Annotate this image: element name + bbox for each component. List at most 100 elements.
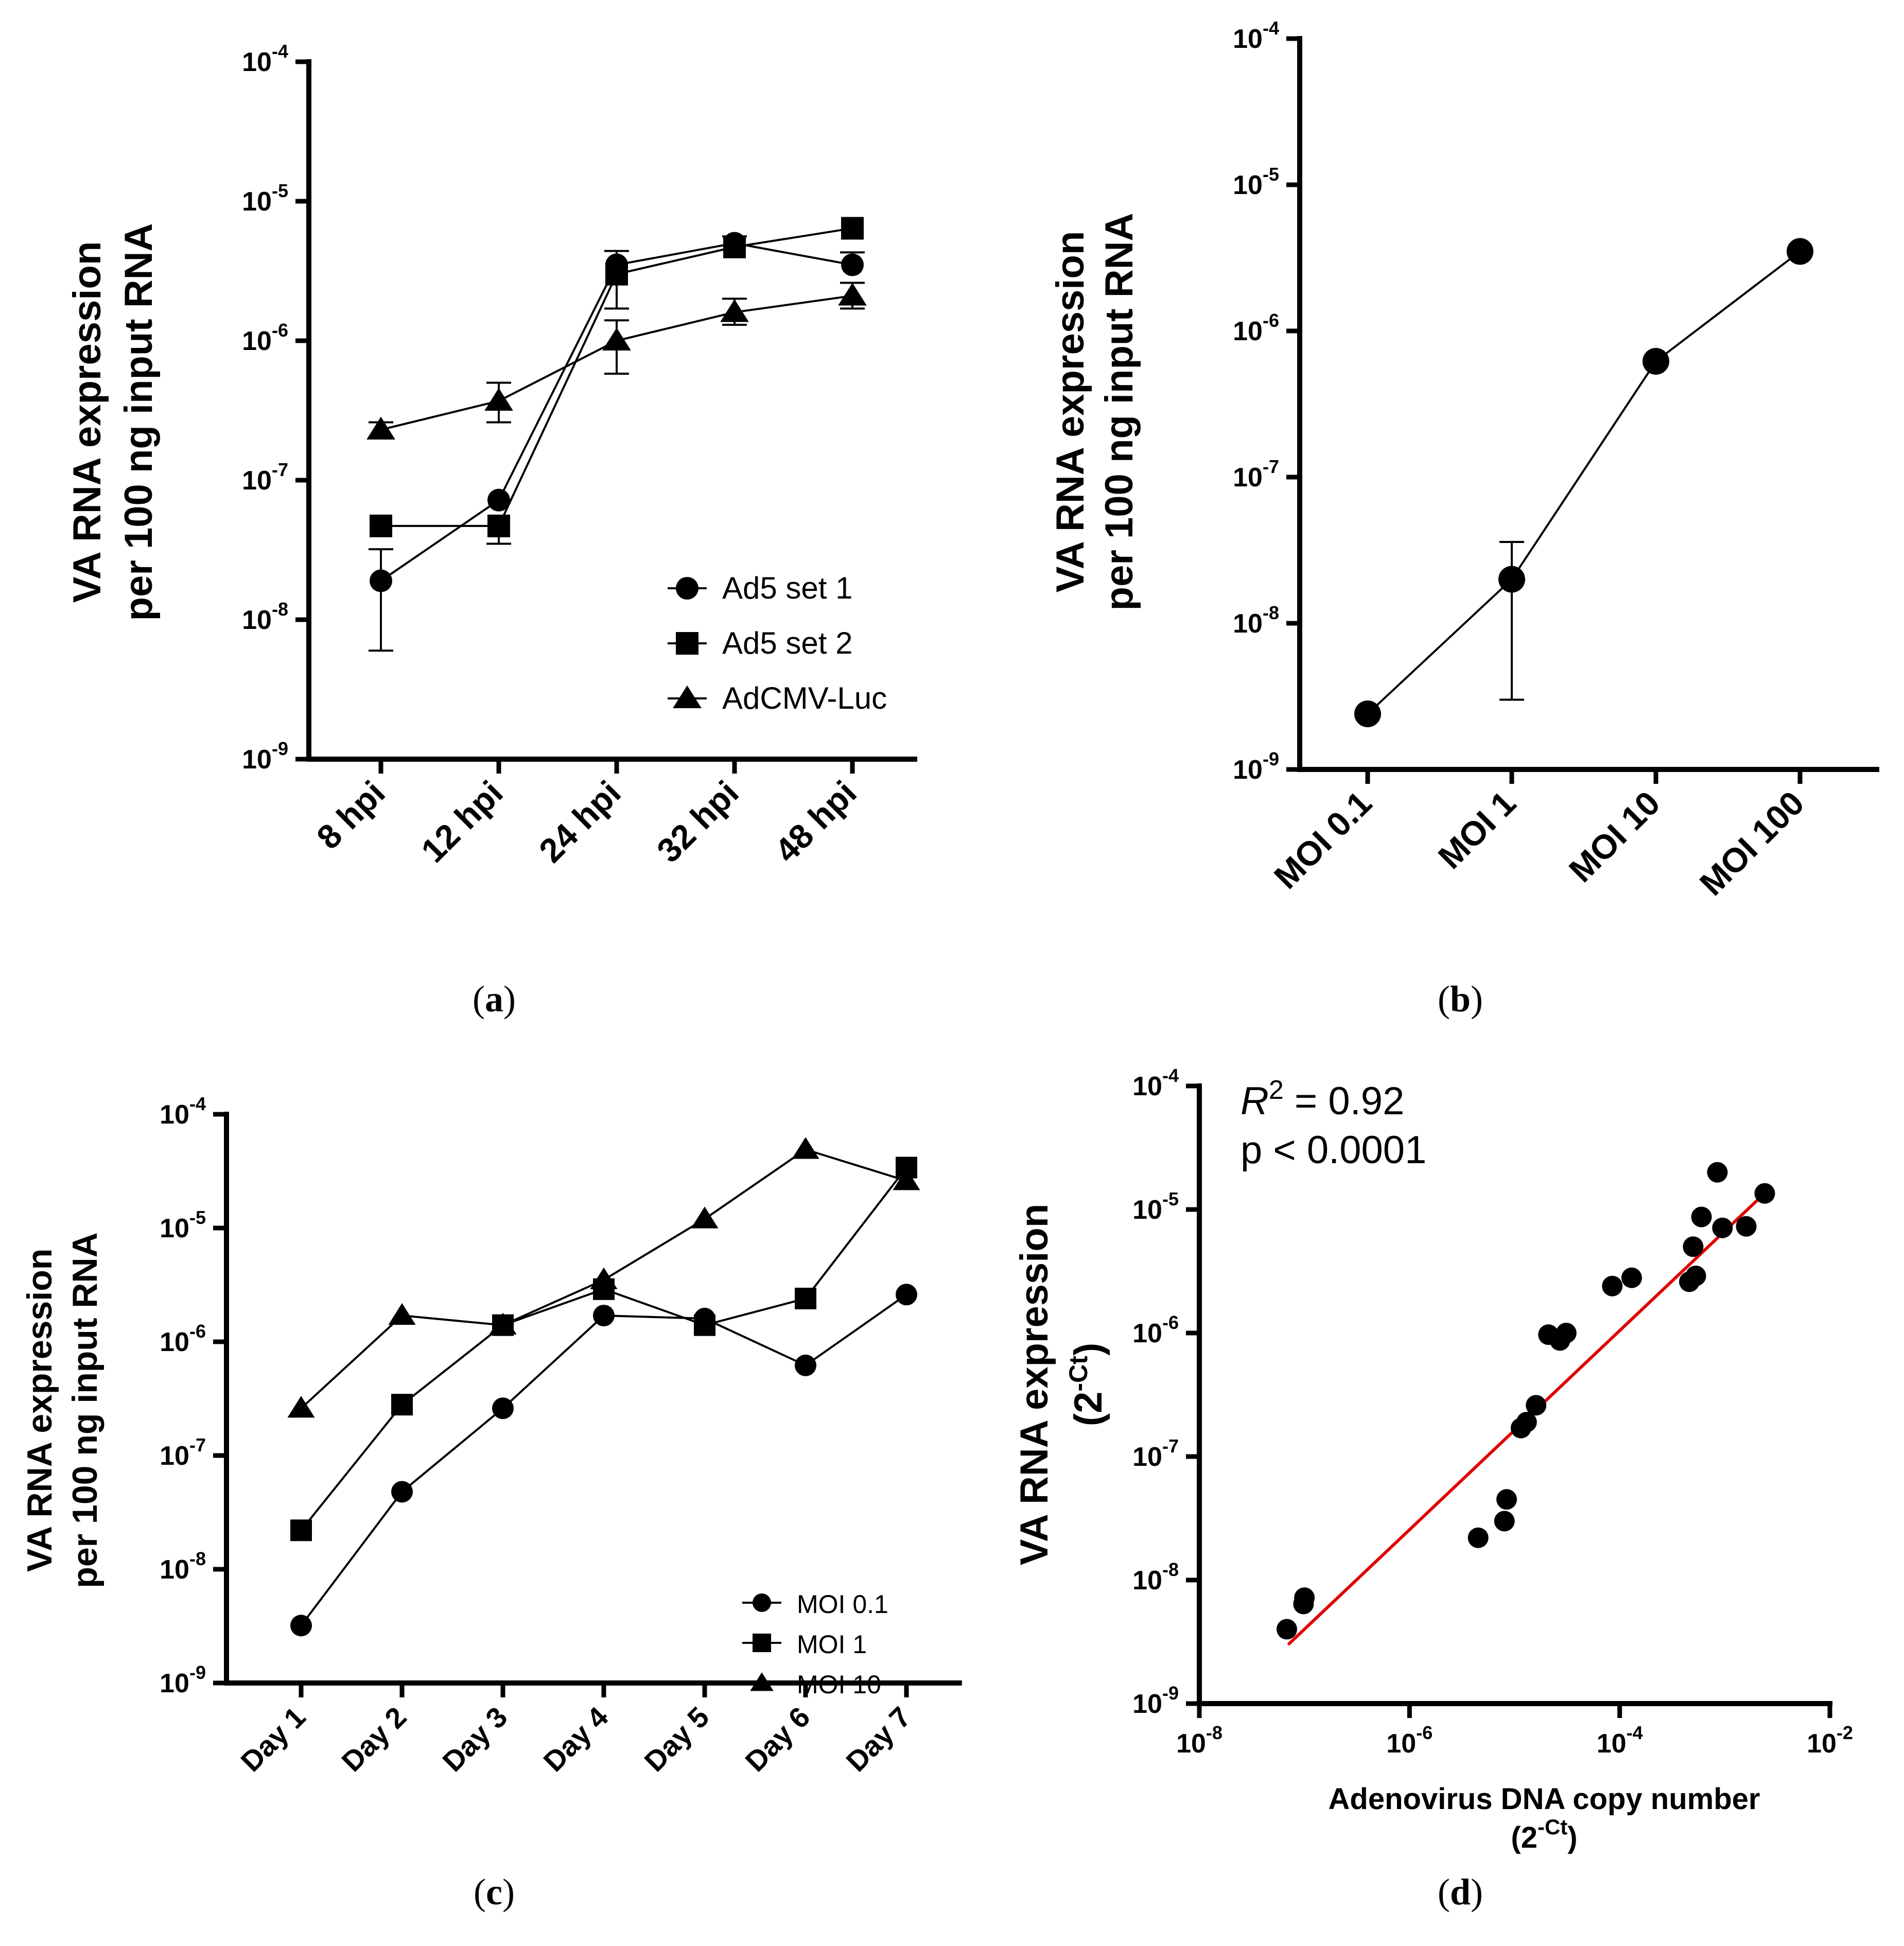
data-point-triangle (602, 327, 631, 350)
data-point-square (487, 514, 510, 537)
panel-d-ylabel-open: (2 (1067, 1392, 1110, 1427)
x-tick-label: 10-4 (1597, 1722, 1643, 1759)
legend-label: MOI 0.1 (797, 1590, 888, 1619)
y-tick-label: 10-4 (1233, 17, 1279, 54)
y-tick-label-exp: -6 (272, 320, 288, 341)
data-point-square (391, 1394, 413, 1416)
series-moi-10 (287, 1137, 920, 1418)
panel-c-ylabel-line2: per 100 ng input RNA (65, 1232, 104, 1588)
y-tick-label-exp: -8 (189, 1548, 206, 1569)
y-tick-label-exp: -7 (1162, 1435, 1179, 1457)
data-point-square (841, 217, 864, 240)
panel-a-label: (a) (473, 978, 516, 1020)
panel-d-chart: VA RNA expression (2-Ct) 10-910-810-710-… (1012, 1065, 1853, 1913)
y-tick-label-base: 10 (160, 1669, 189, 1698)
y-tick-label-base: 10 (1233, 317, 1263, 346)
scatter-point (1556, 1323, 1577, 1343)
series-moi-1 (290, 1156, 917, 1541)
x-tick-label: 24 hpi (532, 774, 628, 870)
data-point-circle (593, 1305, 615, 1327)
panel-d-ylabel-close: ) (1067, 1343, 1110, 1356)
series-moi-0-1 (290, 1284, 917, 1637)
y-tick-label: 10-9 (160, 1662, 206, 1698)
y-tick-label-exp: -7 (189, 1434, 206, 1456)
panel-d-ylabel-sup: -Ct (1064, 1356, 1093, 1392)
y-tick-label-base: 10 (160, 1441, 189, 1471)
data-point-circle (1643, 347, 1669, 375)
scatter-point (1754, 1183, 1775, 1204)
y-tick-label: 10-7 (1233, 456, 1279, 493)
panel-d-xlabel-line2: (2-Ct) (1511, 1815, 1577, 1854)
y-tick-label: 10-6 (160, 1321, 206, 1357)
panel-c-label: (c) (474, 1871, 515, 1913)
data-point-circle (1354, 700, 1381, 728)
data-point-triangle (366, 416, 395, 440)
y-tick-label: 10-7 (1132, 1435, 1179, 1472)
panel-d-label: (d) (1438, 1871, 1483, 1913)
y-tick-label-exp: -9 (1263, 748, 1279, 769)
panel-c-ylabel-line1: VA RNA expression (20, 1249, 59, 1572)
y-tick-label-exp: -4 (1162, 1065, 1179, 1086)
legend-label: Ad5 set 1 (722, 571, 853, 605)
panel-d-ylabel-line2: (2-Ct) (1064, 1343, 1110, 1426)
panel-d-xlabel-sup: -Ct (1538, 1815, 1567, 1839)
y-tick-label-base: 10 (160, 1214, 189, 1243)
panel-d-xlabel-line1: Adenovirus DNA copy number (1329, 1782, 1760, 1816)
series-adcmv-luc (366, 282, 867, 440)
x-tick-label: Day 1 (234, 1700, 311, 1778)
legend-marker-circle (676, 577, 698, 600)
legend-item: Ad5 set 2 (668, 626, 853, 660)
panel-d-marks (1276, 1162, 1775, 1646)
legend-label: AdCMV-Luc (722, 681, 887, 715)
legend-marker-triangle (750, 1672, 774, 1691)
y-tick-label-exp: -5 (1263, 164, 1279, 185)
x-tick-label-exp: -2 (1837, 1722, 1853, 1743)
scatter-point (1494, 1511, 1515, 1532)
y-tick-label-exp: -7 (1263, 456, 1279, 477)
panel-c-letter: c (486, 1871, 502, 1913)
panel-b-ylabel-line1: VA RNA expression (1049, 231, 1092, 592)
y-tick-label-base: 10 (1233, 609, 1263, 639)
data-point-triangle (388, 1303, 416, 1325)
data-point-triangle (484, 388, 513, 411)
x-tick-label-base: 10 (1386, 1729, 1416, 1759)
y-tick-label-base: 10 (1132, 1072, 1162, 1101)
data-point-square (795, 1287, 816, 1309)
x-tick-label: MOI 100 (1692, 784, 1811, 903)
x-tick-label: Day 4 (537, 1700, 614, 1778)
x-tick-label: MOI 1 (1431, 784, 1523, 876)
y-tick-label-base: 10 (1233, 24, 1263, 54)
y-tick-label-exp: -5 (272, 180, 288, 201)
y-tick-label-base: 10 (242, 187, 272, 217)
y-tick-label: 10-6 (1233, 310, 1279, 346)
panel-d-xlabel-close: ) (1567, 1821, 1577, 1854)
data-point-triangle (720, 299, 749, 322)
y-tick-label: 10-9 (1233, 748, 1279, 785)
y-tick-label-base: 10 (1233, 170, 1263, 200)
scatter-point (1707, 1162, 1728, 1183)
panel-c-chart: VA RNA expression per 100 ng input RNA 1… (20, 1093, 962, 1913)
y-tick-label-base: 10 (1132, 1689, 1162, 1719)
series-main (1354, 238, 1813, 728)
y-tick-label-base: 10 (1132, 1195, 1162, 1225)
x-tick-label: Day 5 (638, 1700, 715, 1778)
y-tick-label: 10-7 (160, 1434, 206, 1471)
panel-a-legend: Ad5 set 1 Ad5 set 2 AdCMV-Luc (668, 571, 887, 715)
data-point-triangle (792, 1137, 819, 1159)
legend-item: MOI 1 (742, 1630, 867, 1659)
series-line (300, 1293, 907, 1626)
data-point-circle (795, 1354, 816, 1376)
legend-label: MOI 10 (797, 1670, 881, 1699)
panel-b-letter: b (1450, 978, 1471, 1020)
scatter-point (1526, 1395, 1547, 1416)
series-line (1367, 250, 1801, 715)
y-tick-label-base: 10 (1132, 1319, 1162, 1348)
data-point-circle (370, 569, 392, 592)
data-point-triangle (893, 1168, 920, 1190)
y-tick-label-exp: -9 (1162, 1682, 1179, 1704)
y-tick-label-base: 10 (160, 1100, 189, 1130)
y-tick-label-exp: -5 (189, 1207, 206, 1228)
y-tick-label-exp: -5 (1162, 1188, 1179, 1209)
data-point-triangle (287, 1396, 315, 1418)
y-tick-label-exp: -8 (1263, 602, 1279, 623)
